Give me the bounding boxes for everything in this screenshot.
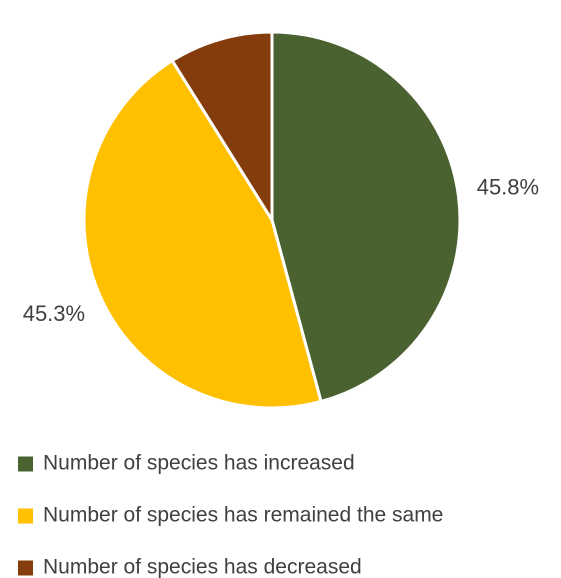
legend-swatch-number-of-species-has-remained-the-same	[18, 508, 33, 524]
legend-label-number-of-species-has-remained-the-same: Number of species has remained the same	[43, 504, 443, 527]
legend-swatch-number-of-species-has-decreased	[18, 560, 33, 576]
pie-slice-number-of-species-has-increased	[270, 30, 462, 403]
pie-data-labels: 45.8% 45.3% 8.9%	[23, 0, 539, 326]
data-label-number-of-species-has-remained-the-same: 45.3%	[23, 301, 85, 326]
pie-slice-number-of-species-has-remained-the-same	[82, 59, 323, 410]
legend: Number of species has increased Number of…	[18, 452, 443, 578]
legend-swatch-number-of-species-has-increased	[18, 456, 33, 472]
data-label-number-of-species-has-increased: 45.8%	[477, 175, 539, 200]
pie-slice-number-of-species-has-decreased	[170, 30, 274, 222]
legend-label-number-of-species-has-increased: Number of species has increased	[43, 452, 355, 475]
legend-label-number-of-species-has-decreased: Number of species has decreased	[43, 556, 362, 578]
data-label-number-of-species-has-decreased: 8.9%	[181, 0, 231, 2]
pie-slices	[82, 30, 462, 410]
